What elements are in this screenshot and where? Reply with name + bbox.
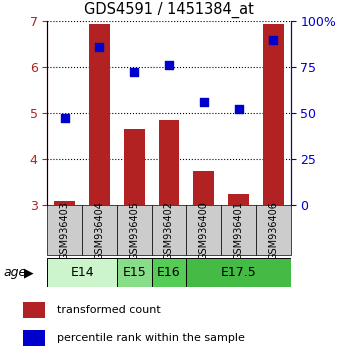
Bar (54, 201, 75, 205)
Text: GSM936403: GSM936403 (60, 201, 70, 259)
FancyBboxPatch shape (152, 258, 186, 287)
Text: E16: E16 (157, 266, 181, 279)
Point (131, 69, 137, 75)
FancyBboxPatch shape (186, 258, 291, 287)
FancyBboxPatch shape (152, 205, 186, 255)
FancyBboxPatch shape (82, 205, 117, 255)
Point (271, 37, 276, 42)
Title: GDS4591 / 1451384_at: GDS4591 / 1451384_at (84, 2, 254, 18)
Bar (263, 23, 284, 205)
Point (166, 62, 172, 68)
Text: GSM936405: GSM936405 (129, 201, 139, 259)
Text: transformed count: transformed count (57, 304, 161, 315)
Point (201, 99, 207, 105)
Text: age: age (3, 266, 27, 279)
Text: percentile rank within the sample: percentile rank within the sample (57, 333, 245, 343)
FancyBboxPatch shape (47, 205, 82, 255)
Bar (228, 194, 249, 205)
Text: ▶: ▶ (24, 266, 33, 279)
Text: GSM936404: GSM936404 (94, 201, 104, 259)
Text: E17.5: E17.5 (221, 266, 257, 279)
Text: GSM936400: GSM936400 (199, 201, 209, 259)
Bar (193, 171, 214, 205)
Point (62, 115, 67, 121)
FancyBboxPatch shape (117, 258, 152, 287)
FancyBboxPatch shape (117, 205, 152, 255)
Text: GSM936401: GSM936401 (234, 201, 244, 259)
Text: E15: E15 (122, 266, 146, 279)
Bar (124, 130, 145, 205)
Text: E14: E14 (70, 266, 94, 279)
Text: GSM936406: GSM936406 (268, 201, 278, 259)
Bar (23, 302, 45, 318)
Bar (159, 120, 179, 205)
Bar (89, 23, 110, 205)
FancyBboxPatch shape (256, 205, 291, 255)
FancyBboxPatch shape (47, 258, 117, 287)
FancyBboxPatch shape (186, 205, 221, 255)
Text: GSM936402: GSM936402 (164, 201, 174, 259)
FancyBboxPatch shape (221, 205, 256, 255)
Point (236, 106, 241, 112)
Bar (23, 330, 45, 346)
Point (97, 44, 102, 49)
